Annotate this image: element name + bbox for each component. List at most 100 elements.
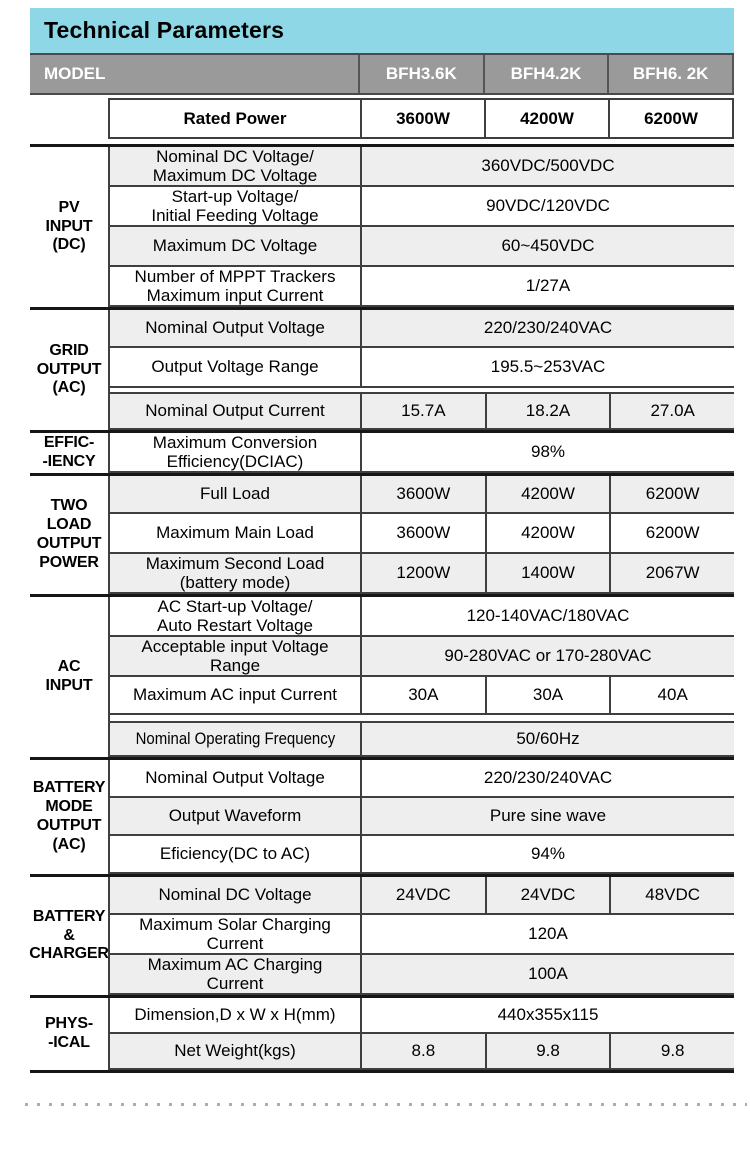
table-title: Technical Parameters [44, 17, 285, 43]
spec-row: AC Start-up Voltage/ Auto Restart Voltag… [110, 597, 734, 637]
section-efficiency: EFFIC- -IENCY Maximum Conversion Efficie… [30, 430, 734, 473]
param-cell: Output Voltage Range [151, 357, 319, 377]
param-cell: Net Weight(kgs) [174, 1041, 296, 1061]
value-cell: 8.8 [360, 1034, 485, 1068]
param-cell: Nominal Output Voltage [145, 768, 325, 788]
spec-row: Maximum AC input Current 30A 30A 40A [110, 677, 734, 715]
spec-row: Net Weight(kgs) 8.8 9.8 9.8 [110, 1034, 734, 1070]
value-cell: 24VDC [360, 877, 485, 913]
param-cell: Maximum DC Voltage [152, 236, 318, 256]
spec-row: Nominal Output Current 15.7A 18.2A 27.0A [110, 392, 734, 430]
spec-row: Output Voltage Range 195.5~253VAC [110, 348, 734, 388]
spec-row: Maximum Conversion Efficiency(DCIAC) 98% [110, 433, 734, 473]
value-cell: 3600W [360, 476, 485, 512]
spec-table: Technical Parameters MODEL BFH3.6K BFH4.… [25, 8, 747, 1106]
value-cell: 1200W [360, 554, 485, 592]
value-cell: 120A [360, 915, 734, 953]
spec-row: Maximum DC Voltage 60~450VDC [110, 227, 734, 267]
value-cell: 440x355x115 [360, 998, 734, 1032]
value-cell: 6200W [609, 476, 734, 512]
value-cell: 3600W [360, 100, 484, 137]
model-header-row: MODEL BFH3.6K BFH4.2K BFH6. 2K [30, 53, 735, 95]
param-cell: Nominal DC Voltage [158, 885, 312, 905]
value-cell: 3600W [360, 514, 485, 552]
model-header-label: MODEL [44, 64, 106, 83]
value-cell: 120-140VAC/180VAC [360, 597, 734, 635]
param-cell: Maximum Solar Charging Current [139, 914, 331, 953]
param-cell: Maximum AC Charging Current [147, 954, 323, 993]
value-cell: 90VDC/120VDC [360, 187, 734, 225]
spec-row: Nominal Operating Frequency 50/60Hz [110, 721, 734, 757]
value-cell: 4200W [484, 476, 610, 512]
value-cell: 60~450VDC [360, 227, 734, 265]
section-label: TWO LOAD OUTPUT POWER [36, 497, 102, 571]
section-ac-input: AC INPUT AC Start-up Voltage/ Auto Resta… [30, 594, 734, 757]
section-pv-input-dc: PV INPUT (DC) Nominal DC Voltage/ Maximu… [30, 144, 734, 307]
value-cell: 1400W [484, 554, 610, 592]
param-cell: Maximum Conversion Efficiency(DCIAC) [152, 432, 318, 471]
value-cell: 90-280VAC or 170-280VAC [360, 637, 734, 675]
section-label: BATTERY MODE OUTPUT (AC) [32, 779, 106, 853]
value-cell: 48VDC [609, 877, 734, 913]
param-cell: Maximum Main Load [156, 523, 314, 543]
spec-row: Start-up Voltage/ Initial Feeding Voltag… [110, 187, 734, 227]
value-cell: 220/230/240VAC [360, 760, 734, 796]
section-label: EFFIC- -IENCY [42, 434, 96, 470]
spec-row: Nominal DC Voltage/ Maximum DC Voltage 3… [110, 147, 734, 187]
param-cell: Rated Power [183, 108, 287, 128]
param-cell: Full Load [200, 484, 270, 504]
spec-row: Output Waveform Pure sine wave [110, 798, 734, 836]
param-cell: Dimension,D x W x H(mm) [134, 1005, 336, 1025]
value-cell: 4200W [484, 100, 608, 137]
value-cell: 100A [360, 955, 734, 993]
param-cell: Maximum AC input Current [132, 685, 338, 705]
param-cell: AC Start-up Voltage/ Auto Restart Voltag… [157, 596, 313, 635]
param-text: Nominal Operating Frequency [135, 729, 335, 749]
value-cell: 195.5~253VAC [360, 348, 734, 386]
param-cell: Nominal DC Voltage/ Maximum DC Voltage [152, 146, 318, 185]
param-cell: Nominal Output Current [145, 401, 325, 421]
section-physical: PHYS- -ICAL Dimension,D x W x H(mm) 440x… [30, 995, 734, 1070]
value-cell: 27.0A [609, 394, 734, 428]
param-cell: Acceptable input Voltage Range [141, 636, 329, 675]
spec-row: Nominal DC Voltage 24VDC 24VDC 48VDC [110, 877, 734, 915]
param-cell: Output Waveform [168, 806, 302, 826]
value-cell: 220/230/240VAC [360, 310, 734, 346]
value-cell: 9.8 [609, 1034, 734, 1068]
param-cell: Nominal Operating Frequency [110, 723, 360, 755]
section-battery-mode-output-ac: BATTERY MODE OUTPUT (AC) Nominal Output … [30, 757, 734, 874]
spec-row: Number of MPPT Trackers Maximum input Cu… [110, 267, 734, 307]
param-cell: Number of MPPT Trackers Maximum input Cu… [134, 266, 336, 305]
section-two-load-output-power: TWO LOAD OUTPUT POWER Full Load 3600W 42… [30, 473, 734, 594]
param-cell: Maximum Second Load (battery mode) [145, 553, 325, 592]
model-name-cell: BFH6. 2K [607, 55, 735, 93]
value-cell: Pure sine wave [360, 798, 734, 834]
section-label: BATTERY & CHARGER [29, 907, 109, 963]
value-cell: 30A [360, 677, 485, 713]
value-cell: 40A [609, 677, 734, 713]
value-cell: 18.2A [484, 394, 610, 428]
value-cell: 50/60Hz [360, 723, 734, 755]
param-cell: Eficiency(DC to AC) [159, 844, 311, 864]
model-name-cell: BFH3.6K [358, 55, 483, 93]
spec-row: Maximum Main Load 3600W 4200W 6200W [110, 514, 734, 554]
section-label: AC INPUT [45, 658, 93, 694]
spec-row: Nominal Output Voltage 220/230/240VAC [110, 310, 734, 348]
table-body: PV INPUT (DC) Nominal DC Voltage/ Maximu… [29, 144, 734, 1073]
spec-row: Acceptable input Voltage Range 90-280VAC… [110, 637, 734, 677]
spec-row: Full Load 3600W 4200W 6200W [110, 476, 734, 514]
value-cell: 6200W [608, 100, 732, 137]
value-cell: 9.8 [484, 1034, 610, 1068]
param-cell: Start-up Voltage/ Initial Feeding Voltag… [151, 186, 319, 225]
value-cell: 15.7A [360, 394, 485, 428]
rated-power-row: Rated Power 3600W 4200W 6200W [108, 98, 734, 139]
dotted-divider [25, 1103, 747, 1106]
spec-row: Maximum Solar Charging Current 120A [110, 915, 734, 955]
value-cell: 2067W [609, 554, 734, 592]
model-name-cell: BFH4.2K [482, 55, 608, 93]
table-title-bar: Technical Parameters [30, 8, 734, 53]
section-label: PV INPUT (DC) [45, 198, 93, 254]
value-cell: 6200W [609, 514, 734, 552]
value-cell: 24VDC [484, 877, 610, 913]
